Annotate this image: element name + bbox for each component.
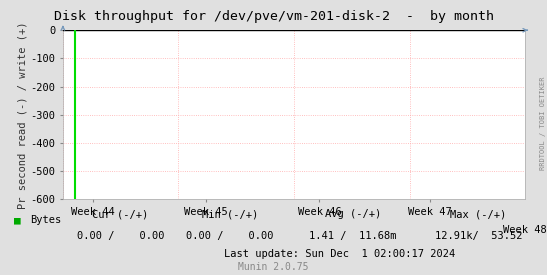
- Text: 0.00 /    0.00: 0.00 / 0.00: [186, 231, 274, 241]
- Text: ■: ■: [14, 215, 20, 225]
- Text: RRDTOOL / TOBI OETIKER: RRDTOOL / TOBI OETIKER: [540, 77, 546, 170]
- Text: 12.91k/  53.52: 12.91k/ 53.52: [435, 231, 522, 241]
- Text: 1.41 /  11.68m: 1.41 / 11.68m: [309, 231, 397, 241]
- Text: Bytes: Bytes: [30, 215, 61, 225]
- Text: Cur (-/+): Cur (-/+): [92, 209, 148, 219]
- Text: Week 48: Week 48: [503, 225, 547, 235]
- Text: 0.00 /    0.00: 0.00 / 0.00: [77, 231, 164, 241]
- Y-axis label: Pr second read (-) / write (+): Pr second read (-) / write (+): [18, 21, 27, 208]
- Text: Avg (-/+): Avg (-/+): [325, 209, 381, 219]
- Text: Min (-/+): Min (-/+): [202, 209, 258, 219]
- Text: Munin 2.0.75: Munin 2.0.75: [238, 262, 309, 272]
- Text: Disk throughput for /dev/pve/vm-201-disk-2  -  by month: Disk throughput for /dev/pve/vm-201-disk…: [54, 10, 493, 23]
- Text: Last update: Sun Dec  1 02:00:17 2024: Last update: Sun Dec 1 02:00:17 2024: [224, 249, 455, 259]
- Text: Max (-/+): Max (-/+): [451, 209, 507, 219]
